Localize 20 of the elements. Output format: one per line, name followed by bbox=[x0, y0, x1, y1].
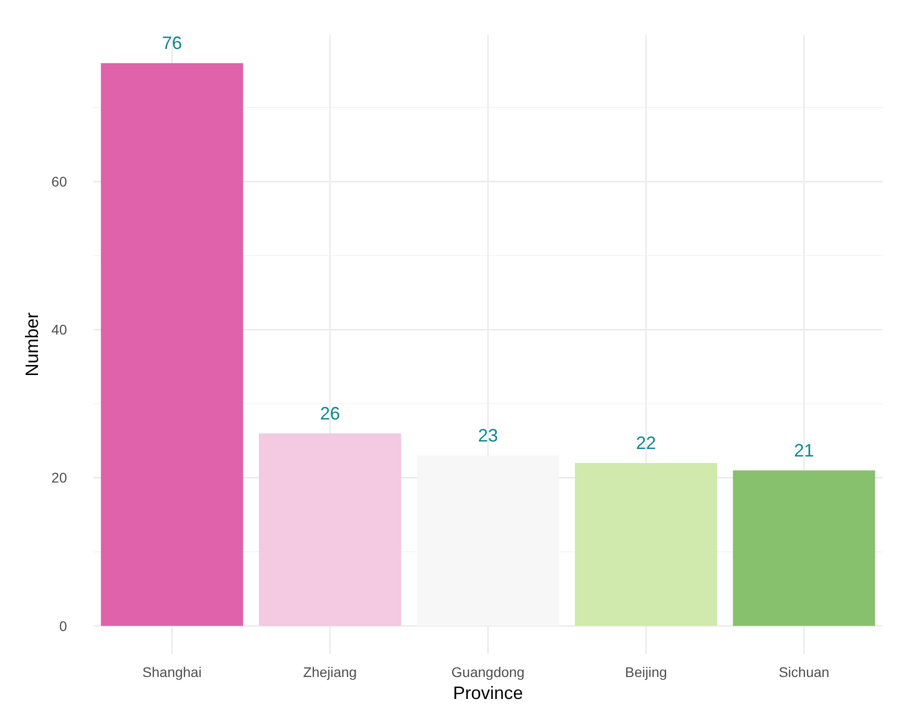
x-tick-label: Guangdong bbox=[451, 664, 525, 680]
x-tick-label: Sichuan bbox=[778, 664, 830, 680]
data-label: 22 bbox=[636, 432, 656, 453]
x-axis-title: Province bbox=[452, 683, 524, 703]
bar bbox=[732, 470, 876, 626]
bar bbox=[258, 433, 402, 626]
data-label: 23 bbox=[478, 426, 498, 446]
x-tick-label: Shanghai bbox=[142, 664, 202, 680]
data-label: 26 bbox=[320, 403, 340, 424]
y-tick-label: 40 bbox=[51, 322, 68, 338]
data-label: 21 bbox=[794, 440, 814, 460]
y-axis-title: Number bbox=[22, 312, 42, 377]
x-tick-label: Beijing bbox=[624, 664, 668, 680]
bar bbox=[574, 462, 718, 626]
y-tick-label: 20 bbox=[51, 470, 68, 486]
y-tick-label: 0 bbox=[59, 618, 68, 634]
bar bbox=[100, 63, 244, 626]
y-tick-label: 60 bbox=[51, 174, 68, 190]
x-tick-label: Zhejiang bbox=[303, 664, 357, 680]
data-label: 76 bbox=[162, 33, 182, 54]
